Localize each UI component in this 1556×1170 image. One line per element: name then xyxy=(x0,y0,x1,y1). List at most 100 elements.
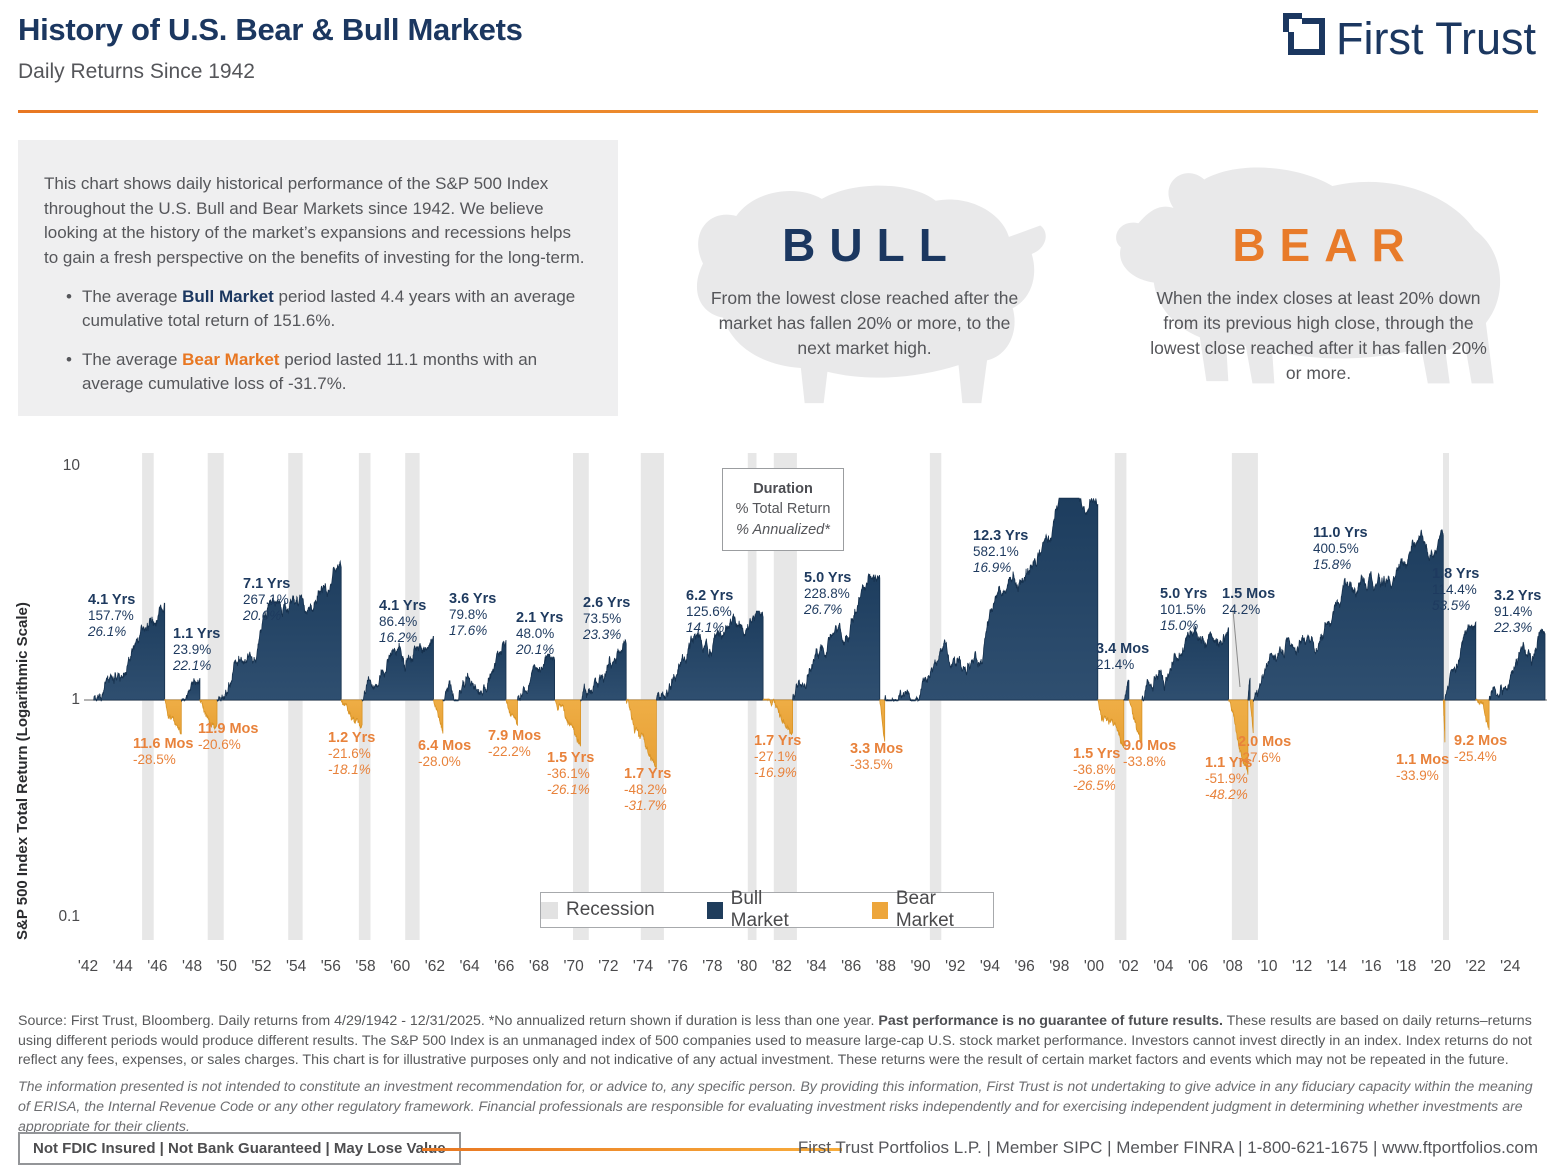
segment-duration: 11.0 Yrs xyxy=(1313,525,1368,541)
bull-market-area xyxy=(1247,677,1251,701)
legend-label: Recession xyxy=(566,899,655,920)
x-axis-tick: '72 xyxy=(598,958,619,975)
bull-segment-label: 2.6 Yrs 73.5% 23.3% xyxy=(583,595,630,643)
bull-market-area xyxy=(1123,679,1130,701)
market-history-chart: S&P 500 Index Total Return (Logarithmic … xyxy=(0,440,1556,1000)
fdic-badge-box: Not FDIC Insured | Not Bank Guaranteed |… xyxy=(18,1132,461,1165)
segment-total-return: -21.6% xyxy=(328,746,371,761)
x-axis-tick: '14 xyxy=(1326,958,1347,975)
bull-market-area xyxy=(1444,621,1477,701)
bear-definition-card: BEAR When the index closes at least 20% … xyxy=(1096,140,1541,425)
segment-total-return: -22.2% xyxy=(488,744,531,759)
segment-duration: 1.1 Yrs xyxy=(1205,755,1253,771)
segment-duration: 9.2 Mos xyxy=(1454,733,1508,749)
x-axis-tick: '02 xyxy=(1118,958,1139,975)
bear-market-area xyxy=(762,697,793,736)
annotation-key-annualized: % Annualized* xyxy=(736,521,830,538)
bull-market-area xyxy=(655,610,764,701)
bull-market-area xyxy=(180,678,201,703)
x-axis-tick: '94 xyxy=(979,958,1001,975)
recession-band xyxy=(640,453,664,940)
bear-market-area xyxy=(164,698,182,735)
segment-duration: 1.7 Yrs xyxy=(754,733,802,749)
bear-silhouette-icon xyxy=(1116,167,1501,384)
header-divider xyxy=(18,110,1538,113)
chart-plot-area xyxy=(84,453,1547,940)
x-axis-tick: '96 xyxy=(1014,958,1035,975)
segment-duration: 5.0 Yrs xyxy=(804,570,852,586)
segment-annualized-return: 23.3% xyxy=(583,627,622,642)
segment-total-return: -25.4% xyxy=(1454,749,1497,764)
x-axis-tick: '12 xyxy=(1292,958,1313,975)
label-leader-line xyxy=(1232,609,1241,688)
segment-total-return: -51.9% xyxy=(1205,771,1248,786)
bear-market-term: Bear Market xyxy=(182,349,280,369)
bull-segment-label: 5.0 Yrs 228.8% 26.7% xyxy=(804,570,851,618)
legend-item-bull-market: Bull Market xyxy=(706,888,820,932)
segment-duration: 5.0 Yrs xyxy=(1160,586,1208,602)
segment-annualized-return: -26.1% xyxy=(547,782,590,797)
segment-duration: 1.8 Yrs xyxy=(1432,566,1480,582)
segment-total-return: -33.5% xyxy=(850,757,893,772)
segment-total-return: 582.1% xyxy=(973,544,1019,559)
recession-band xyxy=(1231,453,1258,940)
x-axis-tick: '74 xyxy=(632,958,654,975)
bull-segment-label: 12.3 Yrs 582.1% 16.9% xyxy=(973,528,1028,576)
segment-annualized-return: 15.8% xyxy=(1313,557,1352,572)
bear-market-area xyxy=(1228,699,1249,775)
page-subtitle: Daily Returns Since 1942 xyxy=(18,60,255,83)
bull-segment-label: 3.2 Yrs 91.4% 22.3% xyxy=(1494,588,1541,636)
bull-market-area xyxy=(93,602,166,702)
x-axis-tick: '06 xyxy=(1187,958,1209,975)
segment-total-return: 267.1% xyxy=(243,592,289,607)
bear-market-area xyxy=(340,699,363,729)
segment-annualized-return: 22.1% xyxy=(173,658,212,673)
x-axis-tick: '44 xyxy=(112,958,133,975)
x-axis-tick: '70 xyxy=(563,958,584,975)
y-tick-1: 1 xyxy=(71,691,80,708)
bull-market-area xyxy=(1252,529,1444,703)
segment-annualized-return: 53.5% xyxy=(1432,598,1471,613)
segment-total-return: 86.4% xyxy=(379,614,418,629)
bear-market-area xyxy=(1127,699,1143,744)
x-axis-tick: '60 xyxy=(390,958,411,975)
market-segments-layer xyxy=(93,497,1546,775)
bull-market-area xyxy=(360,636,434,702)
x-axis-tick: '92 xyxy=(945,958,966,975)
segment-annualized-return: 17.6% xyxy=(449,623,488,638)
bull-title: BULL xyxy=(782,219,961,271)
bear-segment-label: 3.3 Mos -33.5% xyxy=(850,741,903,773)
x-axis-tick: '80 xyxy=(737,958,758,975)
x-axis-tick: '08 xyxy=(1222,958,1243,975)
x-axis-tick: '56 xyxy=(320,958,341,975)
segment-duration: 6.4 Mos xyxy=(418,738,472,754)
segment-total-return: 125.6% xyxy=(686,604,732,619)
bear-segment-label: 1.5 Yrs -36.8% -26.5% xyxy=(1073,746,1120,794)
segment-annualized-return: -26.5% xyxy=(1073,778,1116,793)
bear-segment-label: 9.2 Mos -25.4% xyxy=(1454,733,1507,765)
segment-total-return: -48.2% xyxy=(624,782,667,797)
bull-segment-label: 7.1 Yrs 267.1% 20.0% xyxy=(243,576,290,624)
segment-duration: 1.5 Yrs xyxy=(547,750,595,766)
bull-segment-label: 5.0 Yrs 101.5% 15.0% xyxy=(1160,586,1207,634)
segment-total-return: 157.7% xyxy=(88,608,134,623)
x-axis-tick: '10 xyxy=(1257,958,1278,975)
annotation-key-duration: Duration xyxy=(753,481,813,497)
legend-swatch xyxy=(706,901,723,919)
segment-annualized-return: 20.1% xyxy=(516,642,555,657)
disclaimer-paragraph: The information presented is not intende… xyxy=(18,1079,1533,1135)
recession-band xyxy=(1114,453,1127,940)
x-axis-tick: '58 xyxy=(355,958,376,975)
segment-total-return: -20.6% xyxy=(198,737,241,752)
bull-segment-label: 4.1 Yrs 86.4% 16.2% xyxy=(379,598,426,646)
segment-annualized-return: -16.9% xyxy=(754,765,797,780)
segment-total-return: -27.6% xyxy=(1238,750,1281,765)
x-axis-tick: '18 xyxy=(1396,958,1417,975)
segment-total-return: 23.9% xyxy=(173,642,212,657)
bull-segment-label: 1.5 Mos 24.2% xyxy=(1222,586,1275,618)
bull-segment-label: 2.1 Yrs 48.0% 20.1% xyxy=(516,610,563,658)
segment-duration: 7.1 Yrs xyxy=(243,576,291,592)
segment-duration: 1.1 Mos xyxy=(1396,752,1450,768)
first-trust-logo: First Trust xyxy=(1280,10,1536,67)
x-axis-tick: '64 xyxy=(459,958,480,975)
